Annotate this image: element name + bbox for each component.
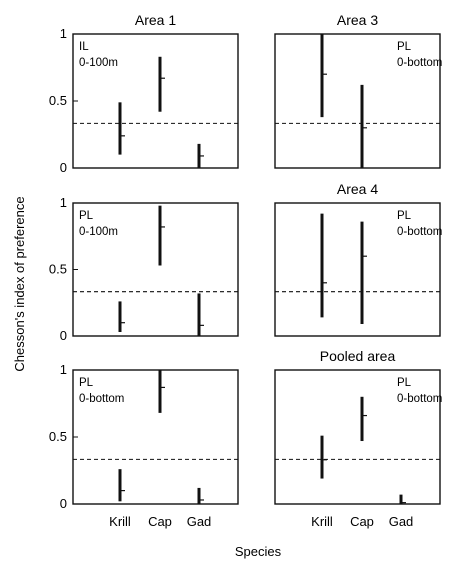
panel-5: 0 0.5 1 PL 0-bottom Krill Cap Gad [49, 362, 239, 529]
panel-frame [274, 369, 441, 505]
panel-frame [72, 202, 239, 337]
panel-annotation: IL [79, 41, 89, 53]
panel-annotation: 0-100m [79, 226, 118, 238]
x-tick-label-krill: Krill [311, 514, 333, 529]
panel-frame [274, 33, 441, 169]
panel-2: Area 3 PL 0-bottom [274, 12, 442, 169]
x-tick-label-cap: Cap [350, 514, 374, 529]
y-tick-label: 0.5 [49, 93, 67, 108]
panel-annotation: PL [397, 41, 412, 53]
panel-3: 0 0.5 1 PL 0-100m [49, 195, 239, 343]
panel-annotation: 0-bottom [397, 57, 442, 69]
y-tick-label: 0.5 [49, 429, 67, 444]
y-tick-label: 0.5 [49, 262, 67, 277]
panel-annotation: PL [79, 377, 94, 389]
panel-6: Pooled area PL 0-bottom Krill Cap Gad [274, 348, 442, 529]
panel-title: Area 1 [135, 12, 176, 28]
x-tick-label-cap: Cap [148, 514, 172, 529]
panel-annotation: 0-bottom [79, 393, 124, 405]
panel-frame [72, 33, 239, 169]
panel-annotation: 0-100m [79, 57, 118, 69]
y-tick-label: 0 [60, 496, 67, 511]
panel-frame [274, 202, 441, 337]
panel-1: Area 1 0 0.5 1 IL 0-100m [49, 12, 239, 175]
y-tick-label: 0 [60, 160, 67, 175]
y-axis-label: Chesson's index of preference [12, 196, 27, 371]
y-tick-label: 1 [60, 26, 67, 41]
panel-annotation: PL [397, 210, 412, 222]
x-axis-label: Species [235, 544, 282, 559]
panels-group: Area 1 0 0.5 1 IL 0-100m Area 3 PL 0-bottom 0 0.5 1… [49, 12, 442, 529]
panel-title: Pooled area [320, 348, 396, 364]
panel-title: Area 4 [337, 181, 378, 197]
x-tick-label-krill: Krill [109, 514, 131, 529]
panel-annotation: PL [79, 210, 94, 222]
y-tick-label: 0 [60, 328, 67, 343]
x-tick-label-gad: Gad [187, 514, 212, 529]
panel-annotation: 0-bottom [397, 226, 442, 238]
panel-frame [72, 369, 239, 505]
panel-title: Area 3 [337, 12, 378, 28]
panel-4: Area 4 PL 0-bottom [274, 181, 442, 337]
x-tick-label-gad: Gad [389, 514, 414, 529]
panel-annotation: 0-bottom [397, 393, 442, 405]
panel-annotation: PL [397, 377, 412, 389]
y-tick-label: 1 [60, 362, 67, 377]
y-tick-label: 1 [60, 195, 67, 210]
